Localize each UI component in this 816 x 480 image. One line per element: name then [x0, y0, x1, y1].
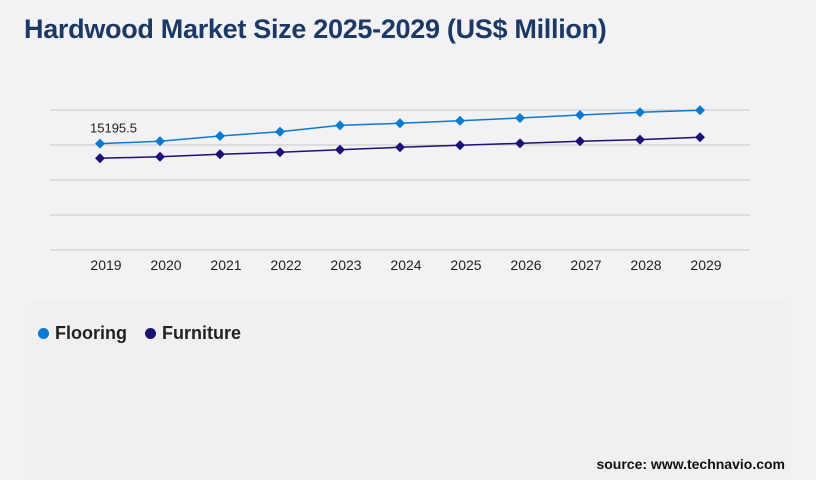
data-point-furniture[interactable] — [695, 132, 705, 143]
x-tick-label: 2020 — [150, 257, 181, 273]
data-point-flooring[interactable] — [155, 136, 165, 147]
data-point-furniture[interactable] — [155, 151, 165, 162]
data-point-furniture[interactable] — [215, 149, 225, 160]
data-label: 15195.5 — [90, 121, 137, 136]
x-tick-label: 2025 — [450, 257, 481, 273]
data-point-flooring[interactable] — [575, 109, 585, 120]
data-point-furniture[interactable] — [515, 138, 525, 149]
data-point-flooring[interactable] — [395, 118, 405, 129]
chart-title: Hardwood Market Size 2025-2029 (US$ Mill… — [24, 14, 607, 44]
data-point-flooring[interactable] — [215, 130, 225, 141]
data-point-flooring[interactable] — [275, 126, 285, 137]
x-tick-label: 2022 — [270, 257, 301, 273]
x-tick-label: 2021 — [210, 257, 241, 273]
data-point-furniture[interactable] — [335, 144, 345, 155]
data-point-flooring[interactable] — [335, 120, 345, 131]
x-tick-label: 2029 — [690, 257, 721, 273]
legend-label: Flooring — [55, 323, 127, 343]
data-point-furniture[interactable] — [575, 136, 585, 147]
data-point-furniture[interactable] — [95, 153, 105, 164]
x-tick-label: 2028 — [630, 257, 661, 273]
x-tick-label: 2024 — [390, 257, 421, 273]
x-tick-label: 2023 — [330, 257, 361, 273]
data-point-furniture[interactable] — [275, 147, 285, 158]
legend-marker-icon — [38, 328, 49, 339]
data-point-flooring[interactable] — [515, 112, 525, 123]
data-point-flooring[interactable] — [695, 105, 705, 116]
data-point-flooring[interactable] — [455, 115, 465, 126]
legend-marker-icon — [144, 328, 156, 339]
source-note: source: www.technavio.com — [596, 456, 785, 472]
legend-label: Furniture — [161, 323, 241, 343]
x-tick-label: 2026 — [510, 257, 541, 273]
x-tick-label: 2019 — [90, 257, 121, 273]
legend-item-flooring[interactable]: Flooring — [38, 323, 127, 344]
data-point-flooring[interactable] — [635, 107, 645, 118]
data-point-flooring[interactable] — [95, 138, 105, 149]
legend-background — [30, 300, 790, 480]
data-point-furniture[interactable] — [635, 134, 645, 145]
data-point-furniture[interactable] — [455, 140, 465, 151]
x-tick-label: 2027 — [570, 257, 601, 273]
data-point-furniture[interactable] — [395, 142, 405, 153]
legend: Flooring Furniture — [38, 323, 241, 344]
legend-item-furniture[interactable]: Furniture — [144, 323, 241, 344]
